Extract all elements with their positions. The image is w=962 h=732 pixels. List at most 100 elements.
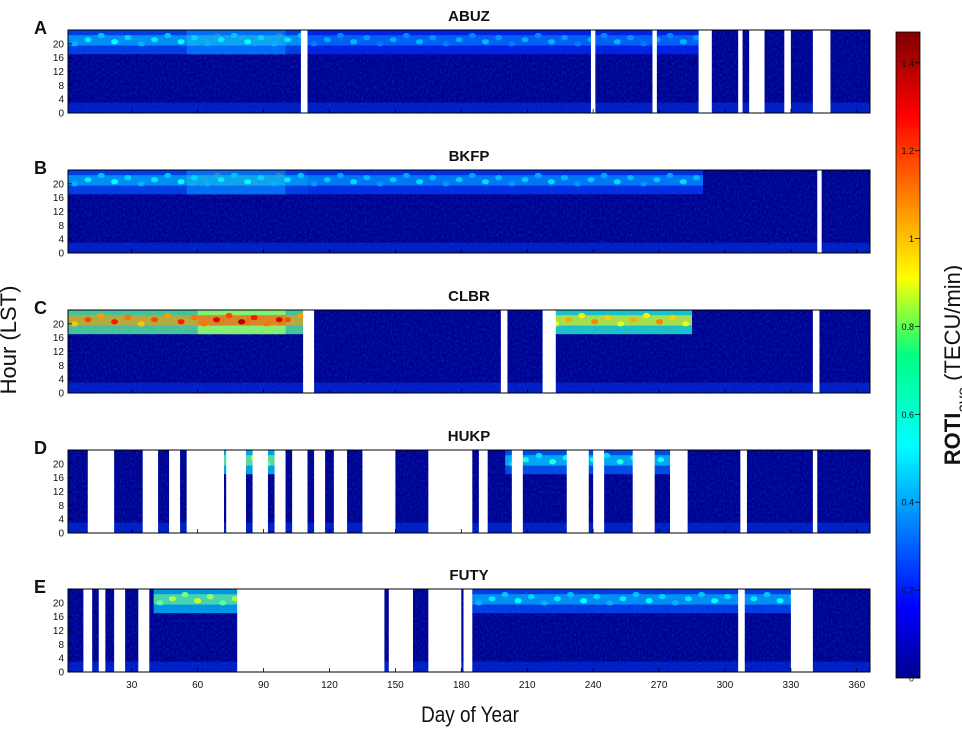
data-gap	[292, 450, 308, 533]
data-gap	[98, 589, 106, 672]
evening-peak-spot	[212, 317, 220, 323]
evening-peak-spot	[645, 598, 653, 604]
evening-peak-spot	[250, 315, 258, 321]
data-gap	[738, 30, 743, 113]
evening-band-core	[549, 315, 693, 326]
evening-peak-spot	[350, 179, 358, 185]
evening-peak-spot	[244, 179, 252, 185]
evening-peak-spot	[284, 37, 292, 43]
data-gap	[542, 310, 556, 393]
evening-peak-spot	[540, 600, 548, 606]
data-gap	[142, 450, 159, 533]
evening-peak-spot	[177, 179, 185, 185]
evening-peak-spot	[416, 179, 424, 185]
evening-peak-spot	[442, 41, 450, 47]
evening-peak-spot	[481, 179, 489, 185]
evening-peak-spot	[217, 37, 225, 43]
evening-peak-spot	[574, 41, 582, 47]
evening-peak-spot	[547, 179, 555, 185]
evening-peak-spot	[468, 172, 476, 179]
evening-peak-spot	[724, 594, 732, 600]
panel-letter: C	[34, 298, 47, 318]
evening-peak-spot	[481, 39, 489, 45]
evening-peak-spot	[475, 600, 483, 606]
data-gap	[698, 30, 712, 113]
evening-peak-spot	[275, 317, 283, 323]
evening-peak-spot	[656, 319, 664, 325]
evening-peak-spot	[640, 181, 648, 187]
evening-peak-spot	[535, 452, 543, 459]
evening-peak-spot	[630, 317, 638, 323]
evening-peak-spot	[416, 39, 424, 45]
evening-peak-spot	[244, 39, 252, 45]
data-gap	[87, 450, 115, 533]
evening-peak-spot	[137, 41, 145, 47]
evening-peak-spot	[561, 175, 569, 181]
x-tick-label: 330	[783, 680, 800, 691]
evening-peak-spot	[97, 32, 105, 39]
evening-peak-spot	[616, 459, 624, 465]
data-gap	[138, 589, 150, 672]
evening-peak-spot	[230, 32, 238, 39]
evening-peak-spot	[310, 181, 318, 187]
x-axis-title: Day of Year	[421, 703, 519, 728]
data-gap	[428, 589, 462, 672]
x-tick-label: 210	[519, 680, 536, 691]
evening-peak-spot	[653, 177, 661, 183]
evening-band-core	[68, 35, 308, 46]
y-tick-label: 16	[53, 193, 65, 204]
evening-peak-spot	[402, 172, 410, 179]
data-gap	[237, 589, 385, 672]
colorbar-ticks: 0 0.2 0.4 0.6 0.8 1 1.2 1.4	[901, 58, 920, 684]
heatmap-dawn-band	[68, 382, 870, 393]
evening-peak-spot	[692, 175, 700, 181]
evening-peak-spot	[376, 181, 384, 187]
evening-peak-spot	[549, 459, 557, 465]
data-gap	[500, 310, 508, 393]
evening-band-core	[307, 35, 704, 46]
svg-text:ROTIave(TECU/min): ROTIave (TECU/min)	[940, 265, 962, 465]
evening-peak-spot	[363, 175, 371, 181]
evening-peak-spot	[429, 35, 437, 41]
evening-peak-spot	[150, 177, 158, 183]
evening-peak-spot	[137, 181, 145, 187]
x-tick-label: 270	[651, 680, 668, 691]
evening-peak-spot	[270, 181, 278, 187]
y-tick-label: 4	[58, 375, 64, 386]
y-tick-label: 8	[58, 501, 64, 512]
evening-peak-spot	[527, 594, 535, 600]
y-tick-label: 20	[53, 39, 65, 50]
evening-peak-spot	[124, 35, 132, 41]
x-tick-label: 360	[848, 680, 865, 691]
y-tick-label: 20	[53, 598, 65, 609]
panel-letter: E	[34, 577, 46, 597]
evening-peak-spot	[231, 596, 239, 602]
data-gap	[362, 450, 396, 533]
evening-peak-spot	[567, 591, 575, 598]
evening-peak-spot	[547, 39, 555, 45]
panel-station-title: FUTY	[449, 567, 488, 584]
evening-peak-spot	[657, 457, 665, 463]
evening-peak-spot	[682, 321, 690, 327]
evening-peak-spot	[164, 32, 172, 39]
evening-peak-spot	[442, 181, 450, 187]
evening-peak-spot	[376, 41, 384, 47]
data-gap	[670, 450, 688, 533]
evening-peak-spot	[297, 172, 305, 179]
colorbar-tick-label: 0.4	[901, 498, 914, 508]
evening-peak-spot	[429, 175, 437, 181]
evening-peak-spot	[97, 172, 105, 179]
data-gap	[511, 450, 523, 533]
evening-peak-spot	[603, 452, 611, 459]
evening-peak-spot	[84, 37, 92, 43]
evening-peak-spot	[402, 32, 410, 39]
evening-peak-spot	[156, 600, 164, 606]
evening-peak-spot	[84, 177, 92, 183]
evening-peak-spot	[776, 598, 784, 604]
evening-peak-spot	[591, 319, 599, 325]
evening-peak-spot	[666, 32, 674, 39]
x-tick-label: 60	[192, 680, 204, 691]
evening-peak-spot	[150, 37, 158, 43]
evening-peak-spot	[632, 591, 640, 598]
evening-peak-spot	[587, 177, 595, 183]
